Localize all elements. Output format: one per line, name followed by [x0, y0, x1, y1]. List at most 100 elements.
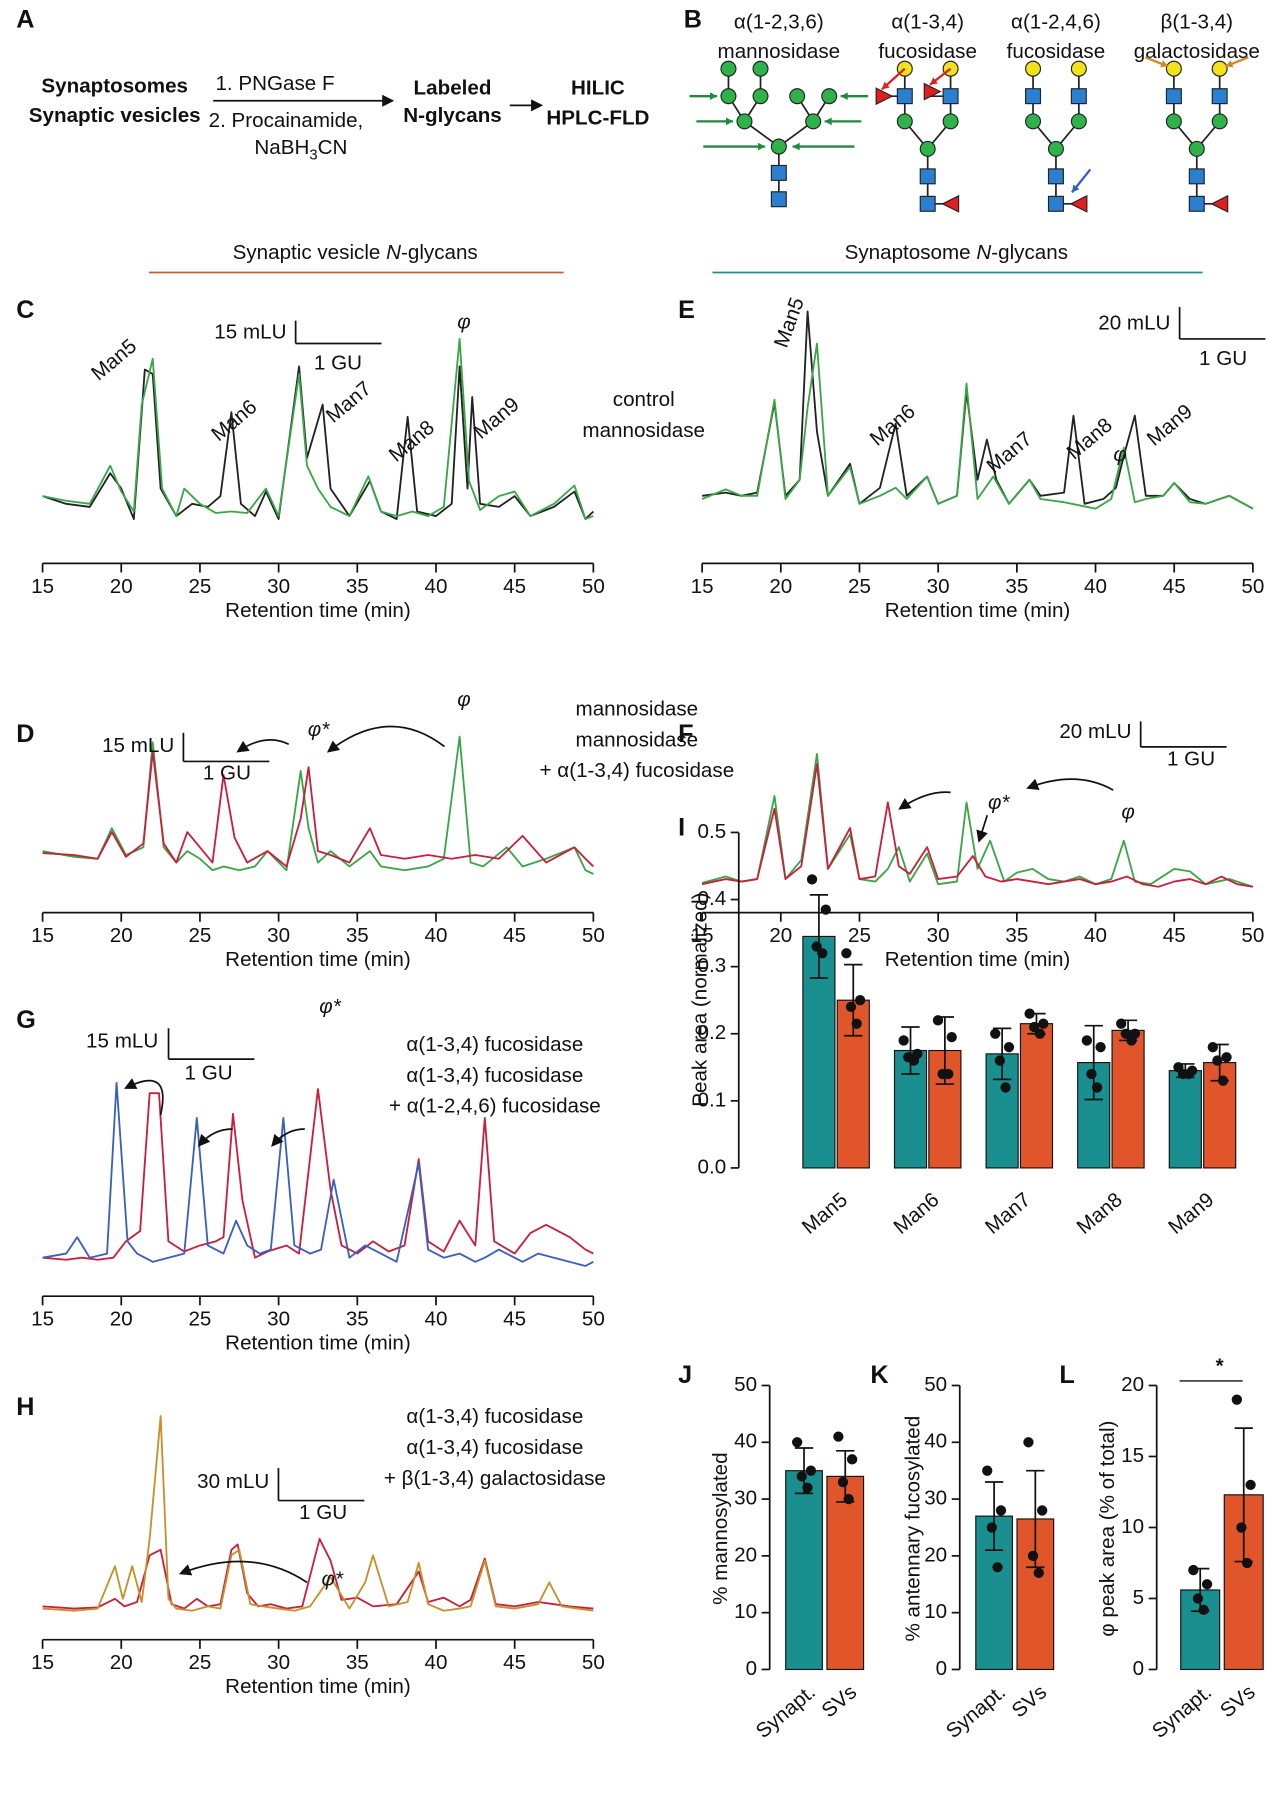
x-tick-label: SVs — [1216, 1680, 1260, 1722]
scale-bar-label: 30 mLU — [197, 1470, 269, 1493]
x-axis-label: Retention time (min) — [225, 599, 411, 622]
glycan-residue — [1165, 113, 1182, 130]
x-tick-label: 40 — [1084, 575, 1107, 598]
section-title-part: -glycans — [991, 242, 1068, 265]
glycan-residue — [1070, 113, 1087, 130]
glycan-residue — [1047, 140, 1064, 157]
x-tick-label: 45 — [503, 924, 526, 947]
method-text: HPLC-FLD — [546, 107, 649, 130]
trace — [42, 338, 594, 520]
y-tick-label: 40 — [924, 1430, 947, 1453]
peak-label: φ* — [988, 791, 1010, 814]
bar — [1077, 1062, 1111, 1169]
glycan-residue — [821, 88, 838, 105]
x-tick-label: 20 — [110, 1308, 133, 1331]
x-tick-label: 30 — [267, 1308, 290, 1331]
shift-arrow — [271, 1128, 305, 1147]
enzyme-kind: fucosidase — [878, 40, 977, 63]
data-point — [841, 948, 852, 959]
scale-bar-x-label: 1 GU — [314, 352, 362, 375]
bar — [1111, 1029, 1145, 1169]
section-title-part: N — [386, 242, 401, 265]
peak-label: Man7 — [982, 427, 1036, 478]
error-bar — [992, 1027, 1012, 1081]
data-point — [1081, 1035, 1093, 1046]
section-title-part: Synaptosome — [845, 242, 977, 265]
peak-label: Man9 — [1143, 400, 1197, 451]
scale-bar-x-label: 1 GU — [1167, 748, 1215, 771]
step-text: 1. PNGase F — [215, 72, 334, 95]
x-tick-label: 20 — [110, 924, 133, 947]
enzyme-name: α(1-2,3,6) — [734, 10, 824, 33]
enzyme-arrowhead — [929, 77, 938, 85]
panel-letter: E — [678, 296, 695, 324]
error-bar — [901, 1026, 920, 1075]
x-tick-label: 40 — [425, 575, 448, 598]
data-point — [843, 1493, 854, 1505]
x-tick-label: 25 — [188, 575, 211, 598]
glycan-residue — [1070, 60, 1087, 77]
scale-bar-label: 20 mLU — [1059, 720, 1131, 743]
scale-bar-label: 15 mLU — [86, 1029, 158, 1052]
x-tick-label: 50 — [1241, 575, 1264, 598]
x-tick-label: 50 — [582, 575, 605, 598]
x-tick-label: 15 — [691, 924, 714, 947]
x-tick-label: 45 — [1163, 924, 1186, 947]
glycan-residue — [1188, 140, 1205, 157]
data-point — [1207, 1042, 1218, 1053]
glycan-residue — [1165, 60, 1182, 77]
x-tick-label: 40 — [425, 924, 448, 947]
legend-label: mannosidase — [576, 728, 699, 751]
data-point — [817, 948, 828, 959]
data-point — [1245, 1479, 1256, 1491]
trace — [701, 310, 1254, 510]
glycan-residue — [896, 88, 913, 105]
reagent-part: NaBH — [254, 136, 309, 159]
y-axis-label: % mannosylated — [709, 1452, 732, 1604]
data-point — [982, 1465, 993, 1476]
data-point — [1116, 1018, 1127, 1029]
y-tick-label: 20 — [924, 1543, 947, 1566]
legend-label: mannosidase — [576, 697, 699, 720]
x-tick-label: 45 — [503, 1308, 526, 1331]
data-point — [898, 1035, 909, 1046]
y-tick-label: 40 — [734, 1430, 757, 1453]
x-tick-label: 50 — [582, 924, 605, 947]
data-point — [811, 941, 822, 952]
glycan-diagrams — [689, 56, 1249, 213]
x-tick-label: 45 — [1163, 575, 1186, 598]
glycan-residue — [770, 191, 787, 208]
enzyme-name: α(1-2,4,6) — [1011, 10, 1101, 33]
x-axis-label: Retention time (min) — [885, 948, 1071, 971]
x-tick-label: 20 — [110, 1651, 133, 1674]
glycan-residue — [1025, 60, 1042, 77]
x-tick-label: Synapt. — [942, 1680, 1010, 1743]
x-tick-label: 40 — [1084, 924, 1107, 947]
bar — [785, 1470, 823, 1671]
data-point — [854, 995, 866, 1006]
glycan-residue — [720, 60, 737, 77]
trace — [42, 1081, 594, 1267]
x-tick-label: 50 — [582, 1308, 605, 1331]
panel-letter: J — [678, 1361, 692, 1389]
peak-label: Man7 — [322, 377, 376, 428]
legend-label: α(1-3,4) fucosidase — [406, 1405, 583, 1428]
x-tick-label: 25 — [848, 575, 871, 598]
x-tick-label: 15 — [31, 1308, 54, 1331]
data-point — [1037, 1505, 1048, 1516]
data-point — [1120, 1028, 1131, 1039]
x-tick-label: Man9 — [1164, 1188, 1218, 1239]
trace — [42, 751, 594, 868]
x-tick-label: 25 — [188, 1651, 211, 1674]
trace — [42, 1088, 594, 1261]
glycan-residue — [919, 195, 936, 212]
glycan-residue — [720, 88, 737, 105]
bar — [826, 1475, 865, 1671]
legend-label: α(1-3,4) fucosidase — [406, 1064, 583, 1087]
x-tick-label: 40 — [425, 1308, 448, 1331]
glycan-residue — [942, 88, 959, 105]
data-point — [1212, 1055, 1223, 1066]
glycan-residue — [942, 113, 959, 130]
x-tick-label: Man5 — [798, 1188, 852, 1239]
